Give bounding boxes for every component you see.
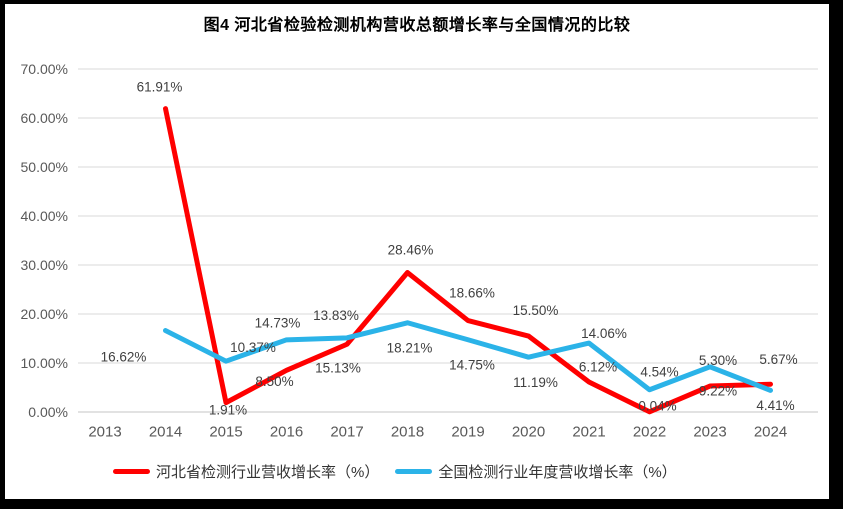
data-label: 61.91% — [137, 79, 183, 94]
chart-panel — [5, 4, 829, 499]
data-label: 1.91% — [209, 402, 247, 417]
y-axis-tick-label: 40.00% — [21, 208, 68, 224]
hebei-series-line — [163, 106, 773, 415]
data-label: 9.22% — [699, 384, 737, 399]
data-label: 16.62% — [101, 349, 147, 364]
data-label: 14.73% — [255, 316, 301, 331]
data-label: 14.75% — [449, 357, 495, 372]
data-label: 4.41% — [756, 398, 794, 413]
x-axis-tick-label: 2019 — [451, 423, 484, 440]
data-label: 15.13% — [315, 361, 361, 376]
data-label: 6.12% — [579, 360, 617, 375]
data-label: 4.54% — [640, 364, 678, 379]
x-axis-tick-label: 2024 — [754, 423, 787, 440]
chart-title: 图4 河北省检验检测机构营收总额增长率与全国情况的比较 — [203, 17, 631, 34]
data-label: 11.19% — [513, 375, 558, 390]
y-axis-tick-label: 0.00% — [28, 404, 68, 420]
x-axis-tick-label: 2017 — [330, 423, 363, 440]
data-label: 5.67% — [759, 352, 797, 367]
y-axis-tick-label: 20.00% — [21, 306, 68, 322]
data-label: 10.37% — [230, 340, 276, 355]
y-axis-tick-label: 60.00% — [21, 110, 68, 126]
y-axis-tick-label: 30.00% — [21, 257, 68, 273]
x-axis-tick-label: 2014 — [149, 423, 182, 440]
legend-label-hebei: 河北省检测行业营收增长率（%） — [156, 463, 380, 481]
national-series-line — [163, 320, 773, 393]
data-label: 18.21% — [387, 340, 433, 355]
data-label: 18.66% — [449, 285, 495, 300]
x-axis-tick-label: 2013 — [88, 423, 121, 440]
data-label: 13.83% — [313, 308, 359, 323]
data-label: 28.46% — [388, 242, 434, 257]
x-axis-tick-label: 2023 — [693, 423, 726, 440]
data-label: 5.30% — [699, 353, 737, 368]
x-axis-tick-label: 2021 — [572, 423, 605, 440]
legend: 河北省检测行业营收增长率（%） 全国检测行业年度营收增长率（%） — [113, 461, 693, 481]
x-axis-tick-label: 2020 — [512, 423, 545, 440]
y-axis-tick-label: 70.00% — [21, 61, 68, 77]
y-axis-tick-label: 10.00% — [21, 355, 68, 371]
legend-label-national: 全国检测行业年度营收增长率（%） — [438, 463, 677, 481]
data-label: 8.50% — [255, 374, 293, 389]
x-axis-tick-label: 2015 — [209, 423, 242, 440]
data-label: 0.04% — [638, 399, 676, 414]
legend-swatch-hebei — [113, 468, 150, 474]
x-axis-tick-label: 2016 — [270, 423, 303, 440]
x-axis-tick-label: 2022 — [633, 423, 666, 440]
legend-swatch-national — [395, 468, 433, 474]
x-axis-tick-label: 2018 — [391, 423, 424, 440]
y-axis-tick-label: 50.00% — [21, 159, 68, 175]
data-label: 14.06% — [581, 326, 627, 341]
data-label: 15.50% — [513, 303, 559, 318]
